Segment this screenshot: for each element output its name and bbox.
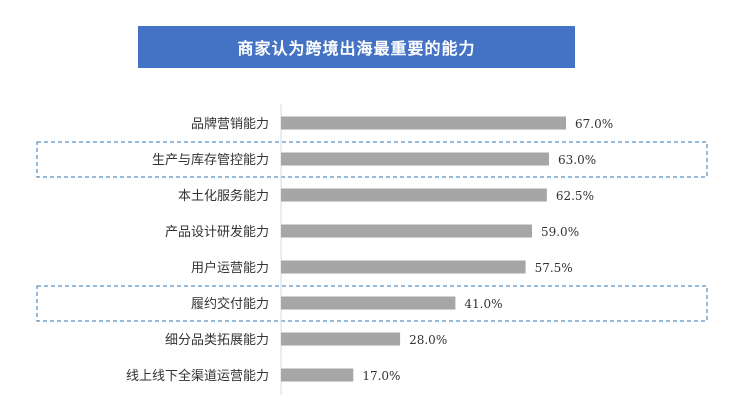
category-label: 产品设计研发能力	[165, 224, 269, 240]
category-label: 用户运营能力	[191, 260, 269, 276]
value-label: 59.0%	[541, 225, 579, 239]
value-label: 57.5%	[535, 261, 573, 275]
bar	[281, 188, 547, 202]
category-label: 生产与库存管控能力	[152, 152, 269, 168]
bar	[281, 296, 456, 310]
value-label: 17.0%	[362, 369, 400, 383]
highlight-box	[36, 285, 708, 322]
category-label: 履约交付能力	[191, 296, 269, 312]
value-label: 28.0%	[409, 333, 447, 347]
bar	[281, 152, 549, 166]
category-label: 本土化服务能力	[178, 188, 269, 204]
value-label: 67.0%	[575, 117, 613, 131]
bar	[281, 332, 401, 346]
category-label: 细分品类拓展能力	[165, 333, 269, 348]
value-label: 62.5%	[556, 189, 594, 203]
highlight-box	[36, 141, 708, 178]
value-label: 41.0%	[464, 297, 502, 311]
bar	[281, 116, 566, 130]
bar	[281, 224, 532, 238]
bar	[281, 260, 526, 274]
bar	[281, 368, 354, 382]
category-label: 品牌营销能力	[191, 116, 269, 132]
category-label: 线上线下全渠道运营能力	[126, 368, 269, 384]
chart-title: 商家认为跨境出海最重要的能力	[138, 26, 575, 68]
value-label: 63.0%	[558, 153, 596, 167]
